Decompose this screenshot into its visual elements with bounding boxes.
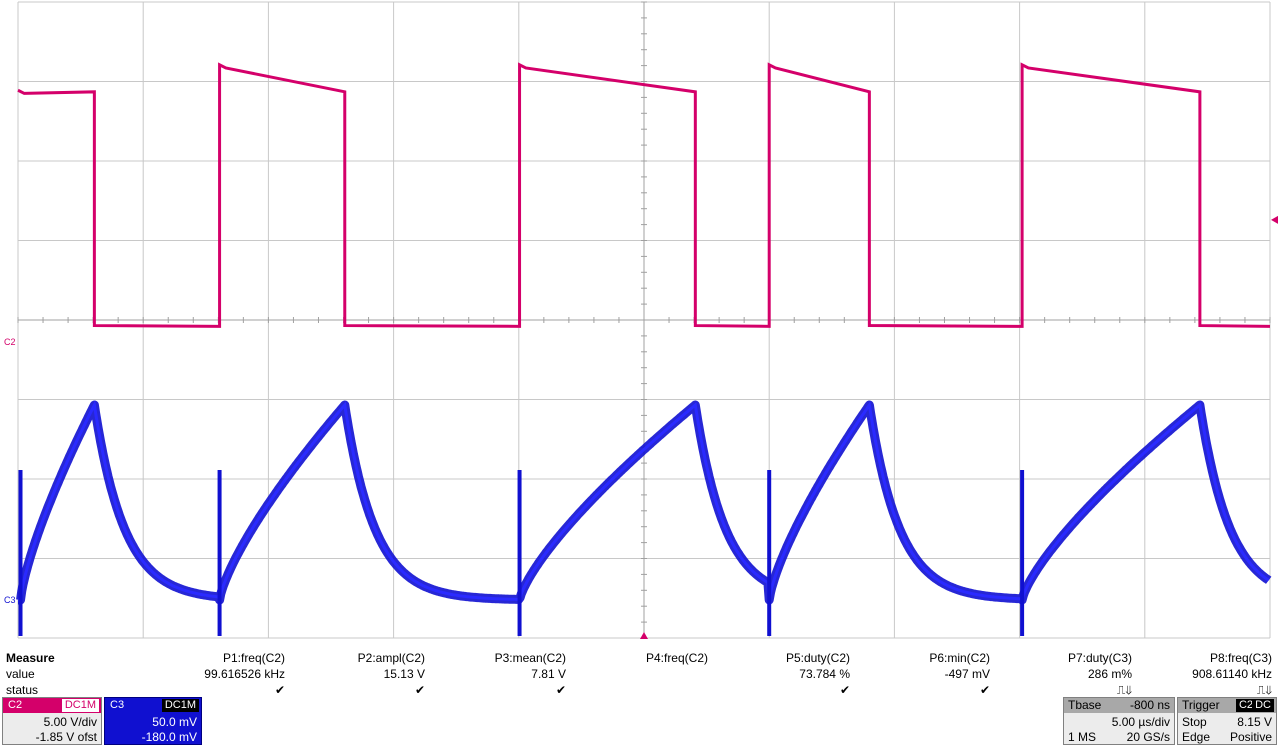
param-p2-name[interactable]: P2:ampl(C2) [357, 651, 425, 665]
param-p8-name[interactable]: P8:freq(C3) [1209, 651, 1272, 665]
timebase-rate: 20 GS/s [1126, 730, 1170, 744]
timebase-samples: 1 MS [1068, 730, 1097, 744]
param-p2-status: ✔ [414, 683, 425, 697]
trigger-header: Trigger C2 DC [1178, 698, 1276, 713]
timebase-header: Tbase -800 ns [1064, 698, 1174, 713]
c3-descriptor-header: C3 DC1M [105, 698, 201, 713]
param-p7-status: ⎍⇓ [1116, 683, 1132, 697]
param-p6-status: ✔ [979, 683, 990, 697]
scope-display[interactable]: C2 C3 [0, 0, 1280, 640]
c3-scale: 50.0 mV [152, 715, 197, 729]
c3-trace-core [18, 400, 1270, 606]
c3-descriptor[interactable]: C3 DC1M 50.0 mV -180.0 mV [104, 697, 202, 745]
param-p2-value: 15.13 V [383, 667, 425, 681]
param-p3-name[interactable]: P3:mean(C2) [494, 651, 566, 665]
timebase-label: Tbase [1068, 698, 1102, 712]
c3-coupling-badge: DC1M [161, 699, 199, 712]
param-p6-value: -497 mV [944, 667, 990, 681]
c2-offset: -1.85 V ofst [35, 730, 97, 744]
c3-channel-label: C3 [110, 699, 125, 711]
param-p8-status: ⎍⇓ [1256, 683, 1272, 697]
c2-trace-marker: C2 [4, 337, 16, 347]
trigger-slope: Positive [1229, 730, 1272, 744]
trigger-label: Trigger [1182, 698, 1220, 712]
c2-trace [17, 62, 1271, 328]
timebase-scale: 5.00 µs/div [1111, 715, 1170, 729]
c3-trace-marker: C3 [4, 595, 16, 605]
c3-trace [14, 400, 1272, 605]
param-p1-name[interactable]: P1:freq(C2) [222, 651, 285, 665]
param-p7-name[interactable]: P7:duty(C3) [1067, 651, 1132, 665]
param-p8-value: 908.61140 kHz [1192, 667, 1272, 681]
trigger-coupling-badge: DC [1252, 699, 1274, 712]
trigger-descriptor[interactable]: Trigger C2 DC Stop 8.15 V Edge Positive [1177, 697, 1277, 745]
param-p7-value: 286 m% [1087, 667, 1132, 681]
param-p1-status: ✔ [274, 683, 285, 697]
trigger-time-marker [640, 632, 648, 639]
c3-offset: -180.0 mV [141, 730, 197, 744]
param-p3-status: ✔ [555, 683, 566, 697]
param-p4-name[interactable]: P4:freq(C2) [645, 651, 708, 665]
trigger-type: Edge [1182, 730, 1211, 744]
trigger-level: 8.15 V [1237, 715, 1272, 729]
c2-scale: 5.00 V/div [43, 715, 97, 729]
trigger-mode: Stop [1182, 715, 1207, 729]
measure-panel: Measure value status P1:freq(C2) 99.6165… [0, 640, 1280, 747]
waveform-plot[interactable] [0, 0, 1280, 640]
param-p5-name[interactable]: P5:duty(C2) [785, 651, 850, 665]
trigger-level-marker [1271, 215, 1278, 224]
trigger-channel-badge: C2 [1235, 699, 1256, 712]
c2-coupling-badge: DC1M [61, 699, 99, 712]
param-p6-name[interactable]: P6:min(C2) [929, 651, 990, 665]
c2-descriptor[interactable]: C2 DC1M 5.00 V/div -1.85 V ofst [2, 697, 102, 745]
measure-status-label: status [6, 683, 39, 697]
measure-value-label: value [6, 667, 35, 681]
param-p1-value: 99.616526 kHz [204, 667, 285, 681]
c2-descriptor-header: C2 DC1M [3, 698, 101, 713]
param-p5-status: ✔ [839, 683, 850, 697]
timebase-delay: -800 ns [1129, 698, 1170, 712]
measure-title: Measure [6, 651, 55, 665]
param-p5-value: 73.784 % [799, 667, 850, 681]
timebase-descriptor[interactable]: Tbase -800 ns 5.00 µs/div 1 MS 20 GS/s [1063, 697, 1175, 745]
param-p3-value: 7.81 V [531, 667, 566, 681]
c2-channel-label: C2 [8, 699, 23, 711]
